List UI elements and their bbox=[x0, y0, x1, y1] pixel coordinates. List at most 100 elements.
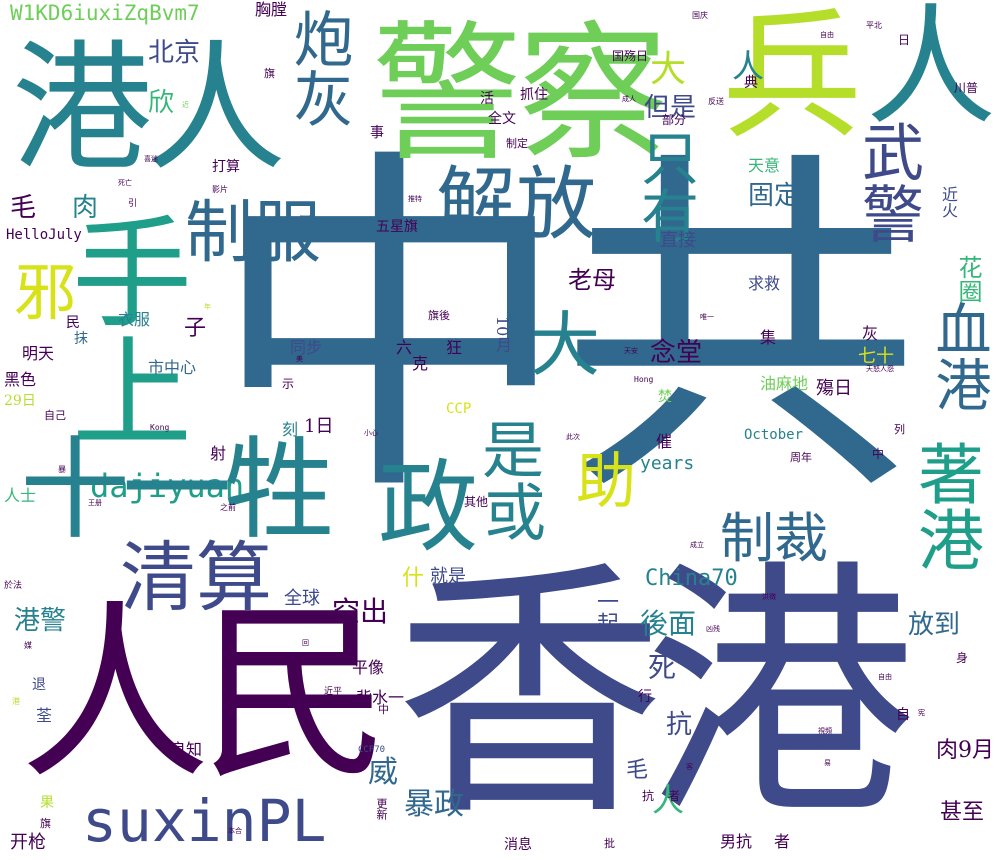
word-shangri: 殤日 bbox=[816, 378, 852, 399]
word-nian: 年 bbox=[204, 303, 211, 311]
word-zhiding: 制定 bbox=[506, 137, 528, 150]
word-zhong: 中 bbox=[872, 447, 885, 461]
word-mei2: 媒 bbox=[24, 641, 32, 650]
word-hong: Hong bbox=[634, 375, 654, 384]
word-pingbei: 平北 bbox=[866, 21, 882, 30]
word-hongdi: 洪徵 bbox=[762, 593, 776, 601]
word-beijing: 北京 bbox=[148, 38, 201, 68]
word-kongchu: 空出 bbox=[332, 595, 389, 628]
word-yin: 引 bbox=[128, 199, 138, 209]
word-beishui: 背水一 bbox=[356, 688, 405, 707]
word-liangzhi: 良知 bbox=[170, 740, 203, 759]
word-mingtian: 明天 bbox=[22, 344, 55, 363]
word-qishi: 七十 bbox=[858, 346, 894, 367]
word-kehu: 客 bbox=[686, 763, 693, 771]
word-id: W1KD6iuxiZqBvm7 bbox=[10, 1, 200, 25]
word-yifu: 衣服 bbox=[118, 310, 151, 329]
word-danshi: 但是 bbox=[644, 93, 697, 123]
word-shisheng: 十一牲 bbox=[20, 426, 334, 554]
word-jinping: 近平 bbox=[324, 687, 343, 697]
word-she: 射 bbox=[210, 444, 227, 463]
word-xin: 欣 bbox=[148, 88, 175, 118]
word-years: years bbox=[640, 453, 695, 474]
word-shichang: 市场 bbox=[302, 657, 316, 665]
word-pingxiang: 平像 bbox=[352, 658, 385, 677]
word-chuanpu: 川普 bbox=[954, 81, 979, 95]
word-jiefang: 解放 bbox=[436, 158, 596, 251]
word-renmin: 人民 bbox=[20, 584, 390, 805]
word-mei: 美 bbox=[296, 355, 303, 363]
word-ren-top: 人 bbox=[866, 0, 997, 143]
word-baozheng: 暴政 bbox=[404, 787, 464, 822]
word-fen: 焚 bbox=[658, 389, 672, 405]
word-gangren: 港人 bbox=[12, 28, 286, 191]
word-zhijie: 直接 bbox=[660, 230, 696, 251]
word-october: October bbox=[744, 427, 804, 443]
word-wei: 威 bbox=[368, 755, 398, 790]
word-ccp70: CCP70 bbox=[358, 745, 386, 755]
word-tuite: 推特 bbox=[408, 195, 422, 203]
word-suxinpl: suxinPL bbox=[82, 787, 327, 855]
word-zhiyou: 只有 bbox=[631, 128, 699, 244]
word-siwang: 死亡 bbox=[118, 179, 132, 187]
word-kaiqiang: 开枪 bbox=[10, 832, 46, 853]
word-ke2: 刻 bbox=[282, 420, 299, 439]
word-d1: 1日 bbox=[304, 416, 334, 437]
word-dian: 典 bbox=[744, 75, 758, 91]
word-shoushang: 手上 bbox=[51, 210, 190, 450]
word-wuxingqi: 五星旗 bbox=[376, 219, 418, 235]
word-ccp: CCP bbox=[446, 401, 472, 417]
word-shipin: 視頻 bbox=[818, 727, 832, 735]
word-zhifu: 制服 bbox=[185, 194, 322, 273]
word-renren: 人 bbox=[732, 47, 765, 85]
word-zhong2: 中 bbox=[378, 703, 389, 716]
word-xie: 邪 bbox=[14, 256, 77, 329]
word-gangjing: 港警 bbox=[14, 606, 67, 636]
word-guding: 固定 bbox=[748, 181, 801, 211]
word-guo: 果 bbox=[40, 795, 54, 811]
word-si: 死 bbox=[648, 651, 677, 684]
word-lie: 列 bbox=[894, 423, 905, 436]
word-gang: 港 bbox=[12, 697, 20, 706]
word-rou: 肉 bbox=[72, 193, 99, 223]
word-mo: 抹 bbox=[74, 331, 88, 347]
word-da: 大 bbox=[530, 304, 600, 386]
word-shi3: 示 bbox=[282, 377, 295, 391]
word-qiujiu: 求救 bbox=[748, 274, 781, 293]
word-yiqi: 一起 bbox=[593, 590, 618, 634]
word-jingcha: 警察 bbox=[372, 8, 668, 182]
word-hellojuly: HelloJuly bbox=[6, 227, 82, 243]
word-benhe: 本合 bbox=[228, 827, 242, 835]
word-tiannu: 天怒人怨 bbox=[866, 365, 894, 373]
word-zhicai: 制裁 bbox=[720, 507, 828, 570]
word-kong: Kong bbox=[150, 423, 170, 432]
word-kang: 抗 bbox=[666, 710, 693, 740]
word-qi2: 旗 bbox=[264, 67, 275, 80]
word-liu: 六 bbox=[396, 338, 413, 357]
word-wujing: 武警 bbox=[851, 120, 924, 244]
word-rou9: 肉9月 bbox=[936, 738, 994, 763]
word-dajiyuan: dajiyuan bbox=[90, 467, 245, 505]
word-hui2: 回 bbox=[302, 639, 309, 647]
word-zi: 子 bbox=[184, 316, 207, 341]
word-jinhuo: 近火 bbox=[939, 186, 958, 218]
word-shi2: 事 bbox=[370, 125, 384, 141]
word-ciyi: 此次 bbox=[566, 433, 580, 441]
word-yi: 易 bbox=[824, 759, 831, 767]
word-shen: 什 bbox=[402, 566, 425, 591]
word-zheng: 政 bbox=[378, 449, 478, 566]
word-kang2: 抗 bbox=[642, 789, 655, 803]
word-chengli: 成立 bbox=[690, 541, 704, 549]
word-zhe: 者 bbox=[774, 832, 791, 851]
word-fangdao: 放到 bbox=[908, 610, 961, 640]
word-xianggang: 香港 bbox=[395, 537, 915, 852]
word-huo2: 活 bbox=[480, 91, 494, 107]
word-huaquan: 花圈 bbox=[954, 255, 982, 303]
word-dada: 大 bbox=[650, 49, 687, 90]
word-yingpian: 影片 bbox=[212, 185, 228, 194]
word-yushe: 於法 bbox=[4, 581, 23, 591]
word-tongbu: 同步 bbox=[290, 338, 323, 357]
word-laomu: 老母 bbox=[568, 266, 616, 294]
word-xiaoxin: 小心 bbox=[364, 429, 378, 437]
